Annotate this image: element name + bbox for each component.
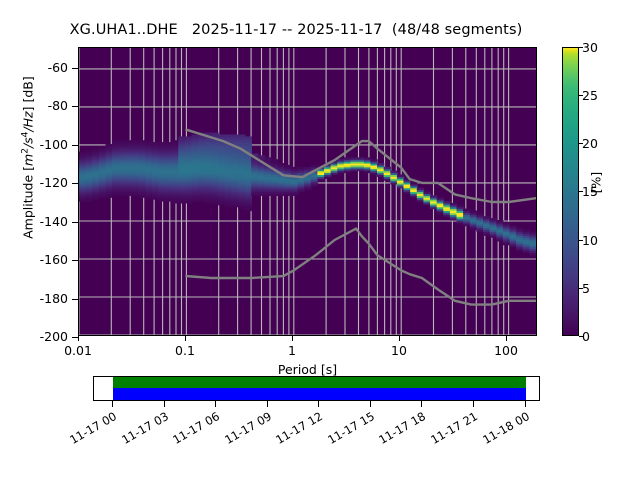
timeline-tickmark (370, 401, 371, 407)
timeline-tickmark (318, 401, 319, 407)
colorbar[interactable] (562, 47, 579, 336)
x-tickmark (78, 336, 79, 341)
y-tickmark (72, 222, 78, 223)
x-tick-1: 1 (288, 343, 296, 358)
colorbar-label: [%] (588, 171, 604, 194)
timeline-tickmark (267, 401, 268, 407)
cbar-tick-0: 0 (582, 329, 590, 344)
ppsd-canvas (79, 48, 536, 335)
noise-model-curves (185, 128, 536, 306)
cbar-tick-30: 30 (582, 40, 598, 55)
y-tick--200: -200 (39, 329, 68, 344)
y-tickmark (72, 299, 78, 300)
cbar-tick-15: 15 (582, 184, 598, 199)
y-tick--60: -60 (47, 60, 68, 75)
figure-title: XG.UHA1..DHE 2025-11-17 -- 2025-11-17 (4… (69, 22, 523, 38)
timeline-tickmark (164, 401, 165, 407)
cbar-tick-20: 20 (582, 136, 598, 151)
y-tick--120: -120 (39, 175, 68, 190)
timeline-tickmark (215, 401, 216, 407)
timeline-tickmark (112, 401, 113, 407)
x-tick-100: 100 (494, 343, 518, 358)
y-tickmark (72, 145, 78, 146)
y-tickmark (72, 337, 78, 338)
cbar-tickmark (579, 288, 583, 289)
x-tick-0.1: 0.1 (175, 343, 195, 358)
cbar-tickmark (579, 240, 583, 241)
timeline-tickmark (421, 401, 422, 407)
timeline-coverage-bar (113, 388, 526, 400)
y-tick--100: -100 (39, 137, 68, 152)
y-tickmark (72, 106, 78, 107)
cbar-tick-5: 5 (582, 281, 590, 296)
cbar-tick-25: 25 (582, 88, 598, 103)
timeline-data-bar (113, 377, 526, 388)
x-tickmark (506, 336, 507, 341)
y-tick--180: -180 (39, 291, 68, 306)
y-tick--160: -160 (39, 252, 68, 267)
cbar-tickmark (579, 47, 583, 48)
y-tickmark (72, 68, 78, 69)
timeline-tickmark (525, 401, 526, 407)
x-tick-10: 10 (391, 343, 407, 358)
y-tickmark (72, 260, 78, 261)
x-tickmark (185, 336, 186, 341)
ppsd-histogram (79, 132, 536, 257)
x-tick-0.01: 0.01 (64, 343, 92, 358)
y-tickmark (72, 183, 78, 184)
y-tick--80: -80 (47, 98, 68, 113)
x-tickmark (399, 336, 400, 341)
segment-timeline[interactable] (93, 376, 540, 401)
x-axis-label: Period [s] (277, 362, 338, 377)
cbar-tick-10: 10 (582, 233, 598, 248)
y-tick--140: -140 (39, 214, 68, 229)
timeline-tickmark (473, 401, 474, 407)
x-tickmark (292, 336, 293, 341)
cbar-tickmark (579, 191, 583, 192)
cbar-tickmark (579, 95, 583, 96)
cbar-tickmark (579, 143, 583, 144)
ppsd-plot-area[interactable] (78, 47, 537, 336)
cbar-tickmark (579, 336, 583, 337)
